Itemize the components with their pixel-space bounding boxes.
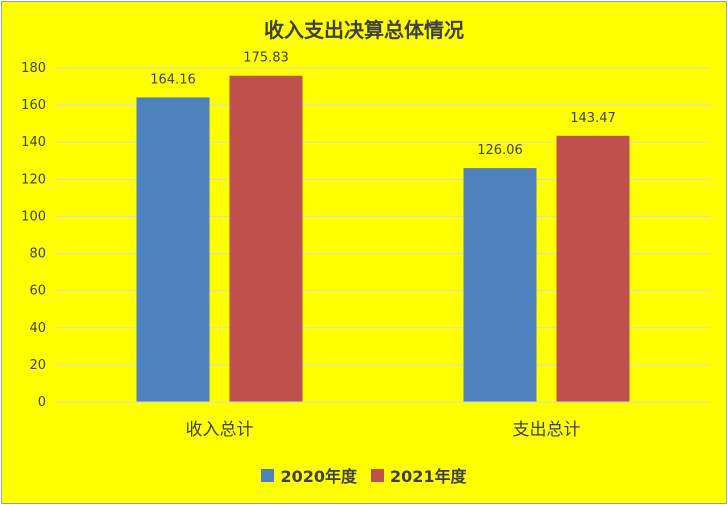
data-label: 143.47 xyxy=(570,111,616,126)
legend: 2020年度 2021年度 xyxy=(2,463,726,487)
data-label: 126.06 xyxy=(477,143,523,158)
y-tick-label: 140 xyxy=(21,135,46,150)
y-tick-label: 60 xyxy=(29,284,46,299)
x-tick-label: 收入总计 xyxy=(186,420,254,440)
y-tick-label: 20 xyxy=(29,358,46,373)
bar xyxy=(463,168,537,402)
bar xyxy=(556,135,630,402)
legend-label-2020: 2020年度 xyxy=(280,467,357,486)
y-tick-label: 180 xyxy=(21,61,46,76)
legend-swatch-2021 xyxy=(371,468,384,482)
legend-item-2020: 2020年度 xyxy=(261,463,357,487)
y-tick-label: 160 xyxy=(21,98,46,113)
data-label: 164.16 xyxy=(150,72,196,87)
y-tick-label: 80 xyxy=(29,247,46,262)
y-tick-label: 120 xyxy=(21,172,46,187)
legend-label-2021: 2021年度 xyxy=(390,467,467,486)
y-tick-label: 100 xyxy=(21,209,46,224)
y-tick-label: 40 xyxy=(29,321,46,336)
x-tick-label: 支出总计 xyxy=(513,420,581,440)
data-label: 175.83 xyxy=(243,51,289,66)
y-tick-label: 0 xyxy=(38,395,46,410)
chart-title: 收入支出决算总体情况 xyxy=(264,18,464,42)
legend-swatch-2020 xyxy=(261,468,275,482)
legend-item-2021: 2021年度 xyxy=(371,463,467,487)
bar xyxy=(136,97,210,402)
bar xyxy=(229,75,303,402)
